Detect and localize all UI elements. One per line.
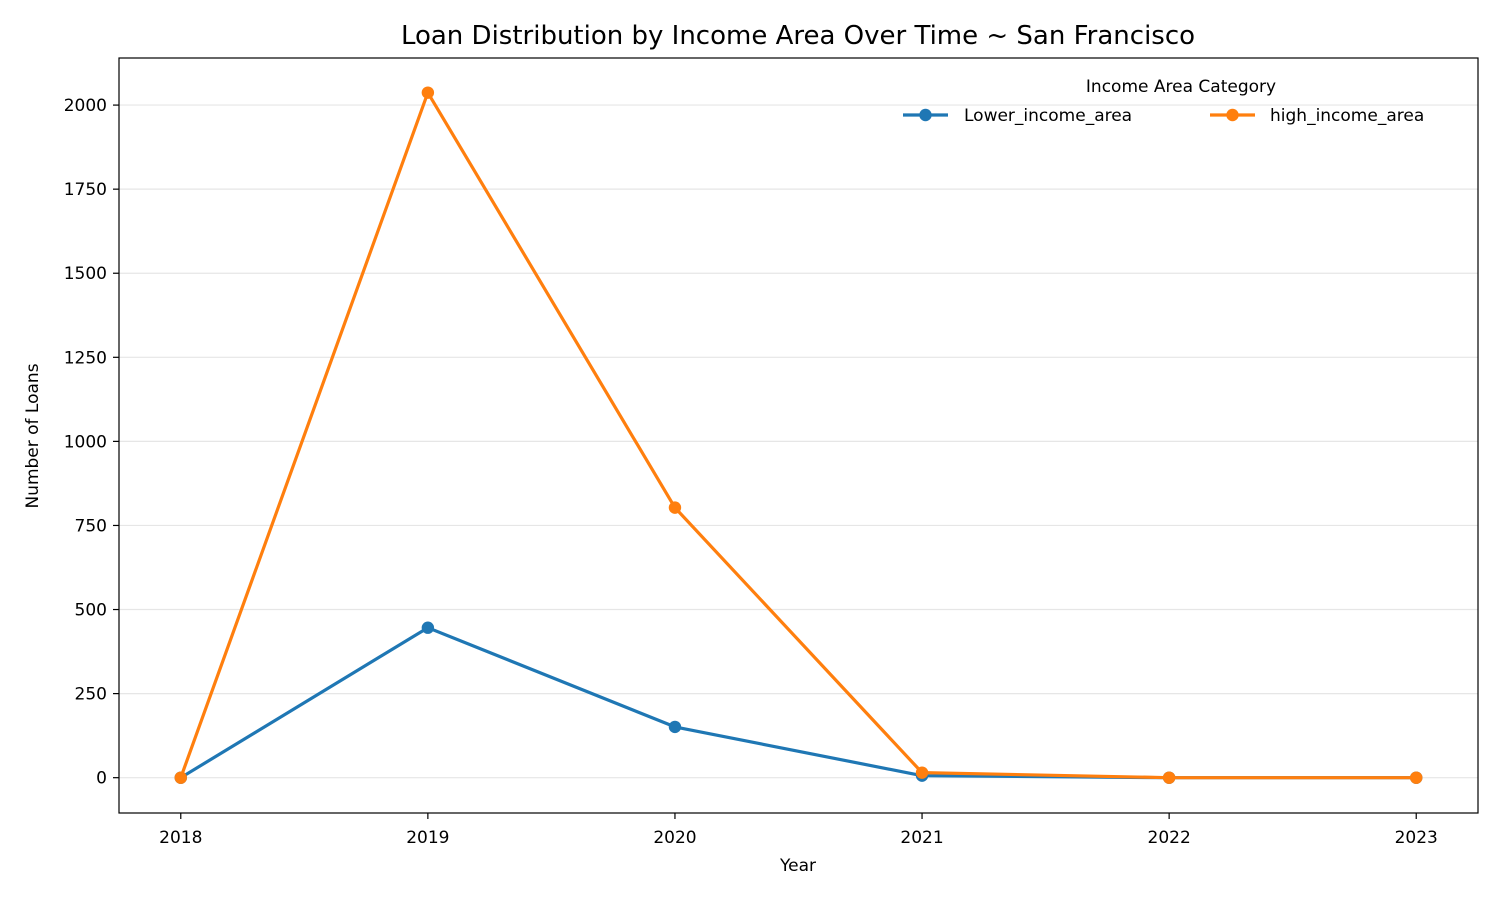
legend-item: Lower_income_area [903, 106, 1132, 126]
data-point [1410, 771, 1423, 784]
x-tick-label: 2019 [406, 828, 449, 848]
legend-label: high_income_area [1270, 106, 1424, 126]
chart-title: Loan Distribution by Income Area Over Ti… [401, 21, 1195, 51]
grid-lines [119, 104, 1478, 779]
y-axis-label: Number of Loans [23, 363, 43, 508]
data-point [668, 501, 682, 514]
y-tick-label: 1750 [64, 180, 107, 200]
series-line [179, 626, 1417, 780]
series-Lower_income_area [174, 621, 1423, 784]
series-layer [174, 86, 1423, 784]
legend-title: Income Area Category [1086, 77, 1276, 97]
legend: Income Area Category Lower_income_area hi… [903, 77, 1424, 126]
y-axis: 0 250 500 750 1000 1250 1500 1750 2000 [64, 96, 119, 789]
legend-marker [919, 108, 932, 122]
x-tick-label: 2023 [1395, 828, 1438, 848]
data-point [1162, 771, 1176, 784]
y-tick-label: 750 [75, 516, 107, 536]
y-tick-label: 0 [96, 769, 107, 789]
data-point [668, 720, 682, 734]
y-tick-label: 250 [75, 685, 107, 705]
series-line [179, 91, 1417, 780]
legend-label: Lower_income_area [964, 106, 1132, 126]
x-tick-label: 2020 [653, 828, 696, 848]
legend-item: high_income_area [1210, 106, 1424, 126]
y-tick-label: 1000 [64, 432, 107, 452]
data-point [915, 766, 929, 779]
data-point [421, 86, 435, 99]
y-tick-label: 2000 [64, 96, 107, 116]
y-tick-label: 1250 [64, 348, 107, 368]
x-tick-label: 2018 [159, 828, 202, 848]
plot-frame [118, 57, 1479, 814]
y-tick-label: 1500 [64, 264, 107, 284]
x-axis: 2018 2019 2020 2021 2022 2023 [159, 813, 1438, 848]
series-high_income_area [174, 86, 1423, 784]
x-tick-label: 2022 [1148, 828, 1191, 848]
legend-marker [1226, 108, 1239, 122]
data-point [421, 621, 435, 634]
data-point [174, 771, 187, 784]
y-tick-label: 500 [75, 601, 107, 621]
x-tick-label: 2021 [900, 828, 943, 848]
x-axis-label: Year [779, 856, 816, 876]
